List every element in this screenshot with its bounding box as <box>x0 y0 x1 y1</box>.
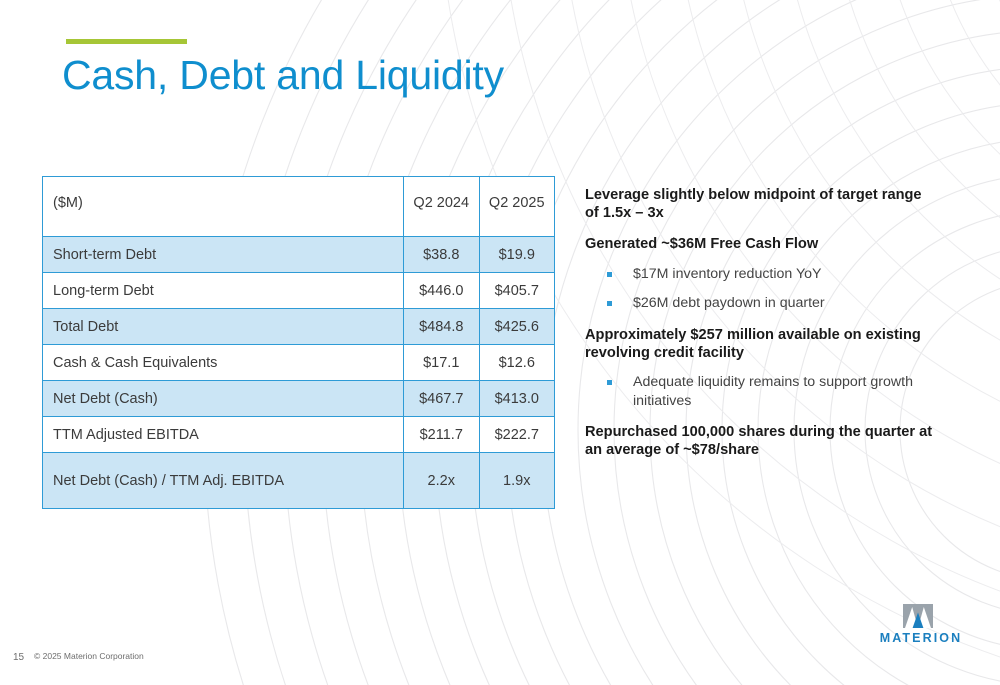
table-row: Short-term Debt $38.8 $19.9 <box>42 236 555 273</box>
column-header-units: ($M) <box>42 176 404 237</box>
logo-wordmark: MATERION <box>879 631 963 645</box>
cell-q2-2025: $12.6 <box>478 344 555 381</box>
table-row: Net Debt (Cash) / TTM Adj. EBITDA 2.2x 1.9… <box>42 452 555 509</box>
company-logo: MATERION <box>876 604 966 650</box>
cell-q2-2025: $405.7 <box>478 272 555 309</box>
row-label: Long-term Debt <box>42 272 404 309</box>
cell-q2-2024: $38.8 <box>403 236 480 273</box>
commentary-bullet-list: $17M inventory reduction YoY $26M debt pa… <box>585 265 933 313</box>
cell-q2-2024: $446.0 <box>403 272 480 309</box>
cell-q2-2025: 1.9x <box>478 452 555 509</box>
commentary-bullet-item: $17M inventory reduction YoY <box>585 265 933 283</box>
table-row: TTM Adjusted EBITDA $211.7 $222.7 <box>42 416 555 453</box>
cell-q2-2024: $484.8 <box>403 308 480 345</box>
square-bullet-icon <box>607 301 612 307</box>
title-accent-bar <box>66 39 187 44</box>
footer-page-number: 15 <box>13 652 25 663</box>
row-label: Short-term Debt <box>42 236 404 273</box>
cell-q2-2024: $211.7 <box>403 416 480 453</box>
commentary-panel: Leverage slightly below midpoint of targ… <box>585 186 933 472</box>
table-row: Net Debt (Cash) $467.7 $413.0 <box>42 380 555 417</box>
row-label: Net Debt (Cash) / TTM Adj. EBITDA <box>42 452 404 509</box>
cell-q2-2024: $467.7 <box>403 380 480 417</box>
table-row: Long-term Debt $446.0 $405.7 <box>42 272 555 309</box>
commentary-bullet-text: $17M inventory reduction YoY <box>633 265 822 282</box>
column-header-q2-2025: Q2 2025 <box>478 176 555 237</box>
table-row: Total Debt $484.8 $425.6 <box>42 308 555 345</box>
cell-q2-2025: $222.7 <box>478 416 555 453</box>
cell-q2-2025: $19.9 <box>478 236 555 273</box>
table-header-row: ($M) Q2 2024 Q2 2025 <box>42 176 555 237</box>
cell-q2-2025: $413.0 <box>478 380 555 417</box>
commentary-bullet-text: Adequate liquidity remains to support gr… <box>633 374 913 409</box>
footer-copyright: © 2025 Materion Corporation <box>34 651 144 661</box>
table-body: Short-term Debt $38.8 $19.9 Long-term Debt $… <box>42 236 555 509</box>
financial-summary-table: ($M) Q2 2024 Q2 2025 Short-term Debt $38.… <box>42 176 555 509</box>
commentary-bullet-list: Adequate liquidity remains to support gr… <box>585 373 933 410</box>
row-label: TTM Adjusted EBITDA <box>42 416 404 453</box>
commentary-bullet-item: $26M debt paydown in quarter <box>585 294 933 312</box>
page-title: Cash, Debt and Liquidity <box>62 52 504 98</box>
table-row: Cash & Cash Equivalents $17.1 $12.6 <box>42 344 555 381</box>
row-label: Cash & Cash Equivalents <box>42 344 404 381</box>
commentary-heading: Approximately $257 million available on … <box>585 326 921 361</box>
cell-q2-2024: 2.2x <box>403 452 480 509</box>
commentary-heading: Generated ~$36M Free Cash Flow <box>585 236 819 253</box>
commentary-bullet-item: Adequate liquidity remains to support gr… <box>585 373 933 410</box>
commentary-bullet-text: $26M debt paydown in quarter <box>633 295 825 312</box>
column-header-q2-2024: Q2 2024 <box>403 176 480 237</box>
square-bullet-icon <box>607 380 612 386</box>
cell-q2-2025: $425.6 <box>478 308 555 345</box>
cell-q2-2024: $17.1 <box>403 344 480 381</box>
square-bullet-icon <box>607 271 612 277</box>
table-header: ($M) Q2 2024 Q2 2025 <box>42 176 555 237</box>
row-label: Net Debt (Cash) <box>42 380 404 417</box>
commentary-heading: Repurchased 100,000 shares during the qu… <box>585 423 933 459</box>
row-label: Total Debt <box>42 308 404 345</box>
commentary-heading: Leverage slightly below midpoint of targ… <box>585 187 922 222</box>
materion-mountain-mark-icon <box>903 604 933 628</box>
